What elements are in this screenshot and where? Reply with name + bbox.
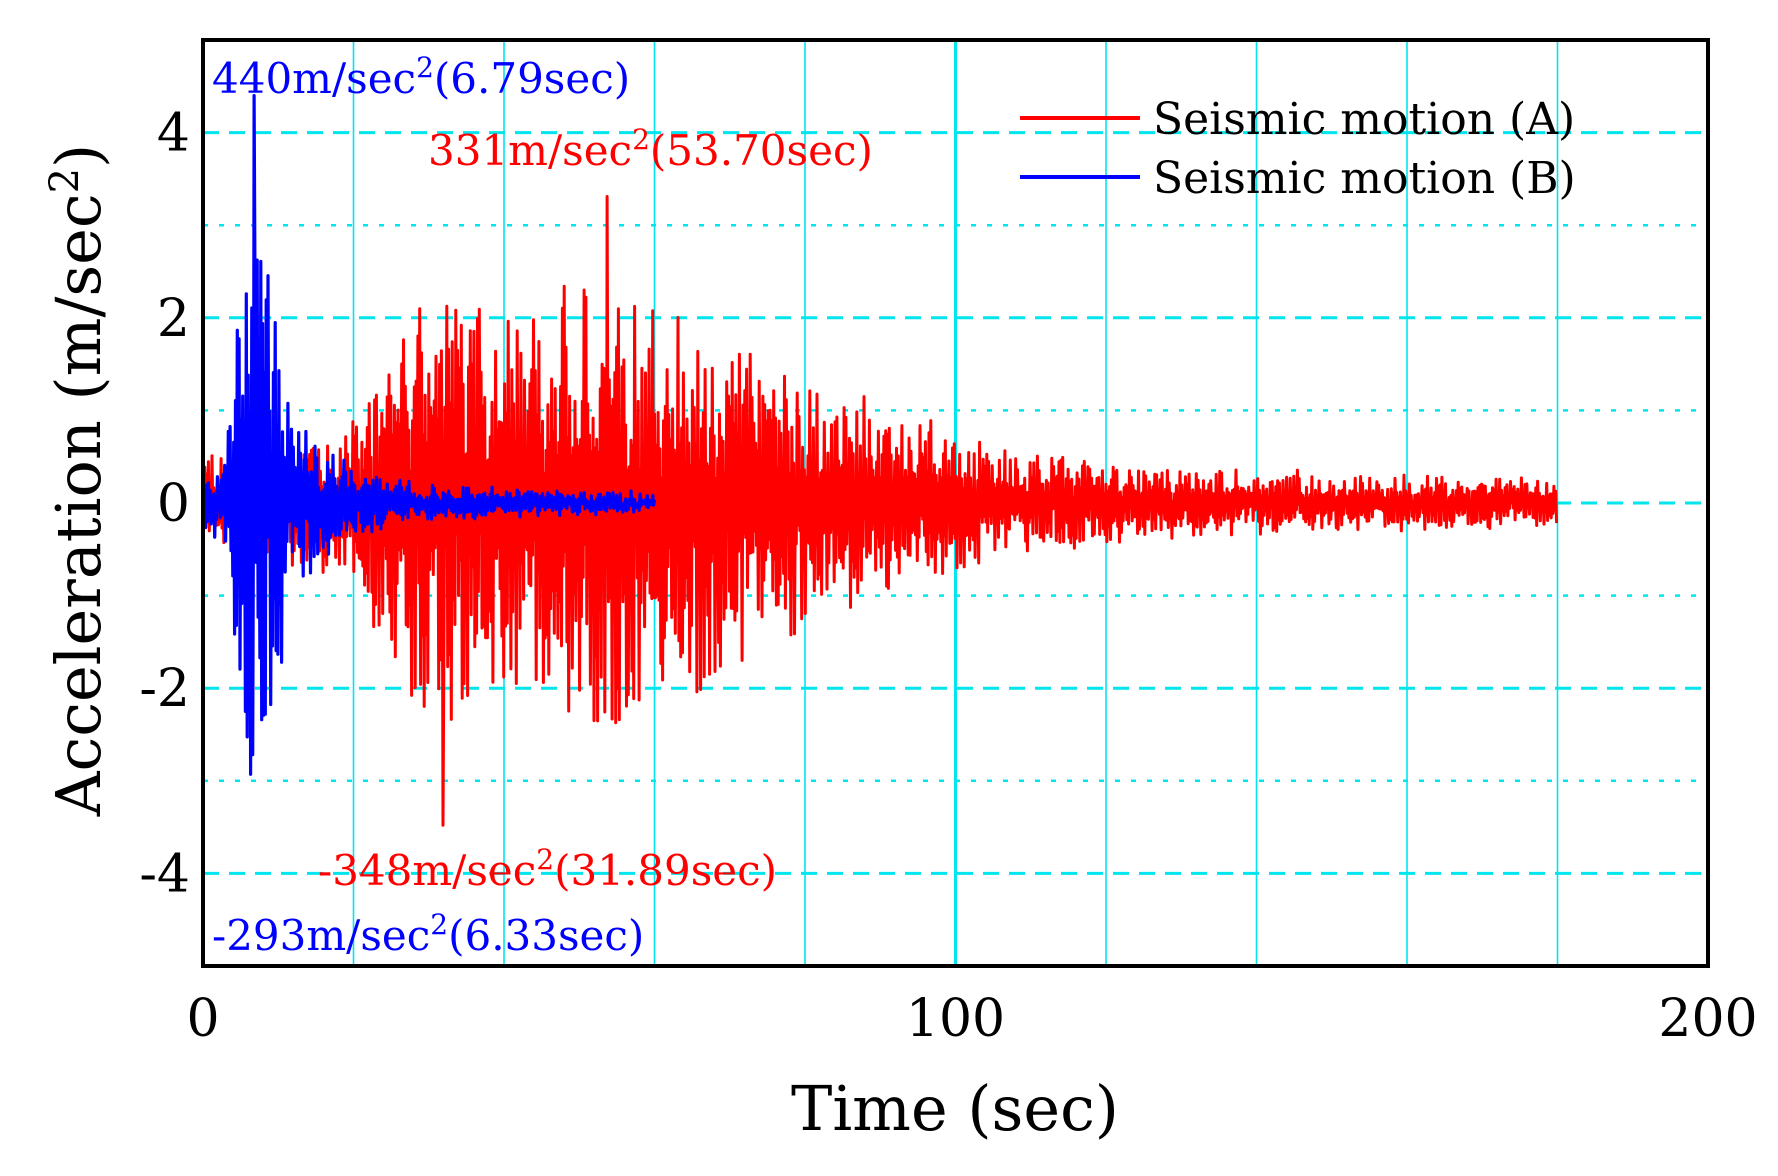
- tick-layer: 0 100 200 4 2 0 -2 -4: [139, 104, 1757, 1049]
- annotation-a-min: -348m/sec2(31.89sec): [318, 843, 777, 895]
- x-tick-label: 0: [186, 989, 219, 1049]
- legend: Seismic motion (A) Seismic motion (B): [1020, 94, 1576, 204]
- y-tick-label: 2: [157, 289, 190, 349]
- annotation-b-min-time: (6.33sec): [448, 911, 644, 960]
- annotation-a-max: 331m/sec2(53.70sec): [428, 123, 873, 175]
- legend-label-a: Seismic motion (A): [1153, 94, 1575, 145]
- annotation-b-max: 440m/sec2(6.79sec): [212, 51, 630, 103]
- frame-layer: [201, 38, 1710, 968]
- series-a-line: [201, 195, 1559, 827]
- annotation-a-max-time: (53.70sec): [650, 126, 873, 175]
- y-tick-label: -2: [139, 659, 190, 719]
- x-tick-label: 200: [1658, 989, 1757, 1049]
- y-axis-title: Acceleration (m/sec2): [42, 144, 115, 818]
- y-tick-label: 4: [157, 104, 190, 164]
- annotation-a-min-time: (31.89sec): [554, 846, 777, 895]
- x-axis-title: Time (sec): [791, 1072, 1119, 1145]
- y-axis-title-close: ): [42, 144, 115, 168]
- annotation-b-max-time: (6.79sec): [434, 54, 630, 103]
- y-axis-title-sup: 2: [42, 168, 88, 193]
- y-tick-label: 0: [157, 474, 190, 534]
- y-axis-title-main: Acceleration (m/sec: [42, 193, 115, 817]
- annotation-b-max-value: 440m/sec: [212, 54, 416, 103]
- annotation-a-min-value: -348m/sec: [318, 846, 536, 895]
- plot-frame: [201, 38, 1710, 968]
- annotation-a-max-value: 331m/sec: [428, 126, 632, 175]
- series-b-line: [201, 94, 657, 776]
- annotation-b-min-value: -293m/sec: [212, 911, 430, 960]
- annotation-b-min: -293m/sec2(6.33sec): [212, 908, 644, 960]
- y-tick-label: -4: [139, 844, 190, 904]
- annotation-a-min-sup: 2: [536, 843, 554, 876]
- annotation-b-max-sup: 2: [416, 51, 434, 84]
- annotation-a-max-sup: 2: [632, 123, 650, 156]
- legend-label-b: Seismic motion (B): [1153, 153, 1576, 204]
- x-tick-label: 100: [906, 989, 1005, 1049]
- series-layer: [201, 94, 1559, 827]
- annotation-b-min-sup: 2: [430, 908, 448, 941]
